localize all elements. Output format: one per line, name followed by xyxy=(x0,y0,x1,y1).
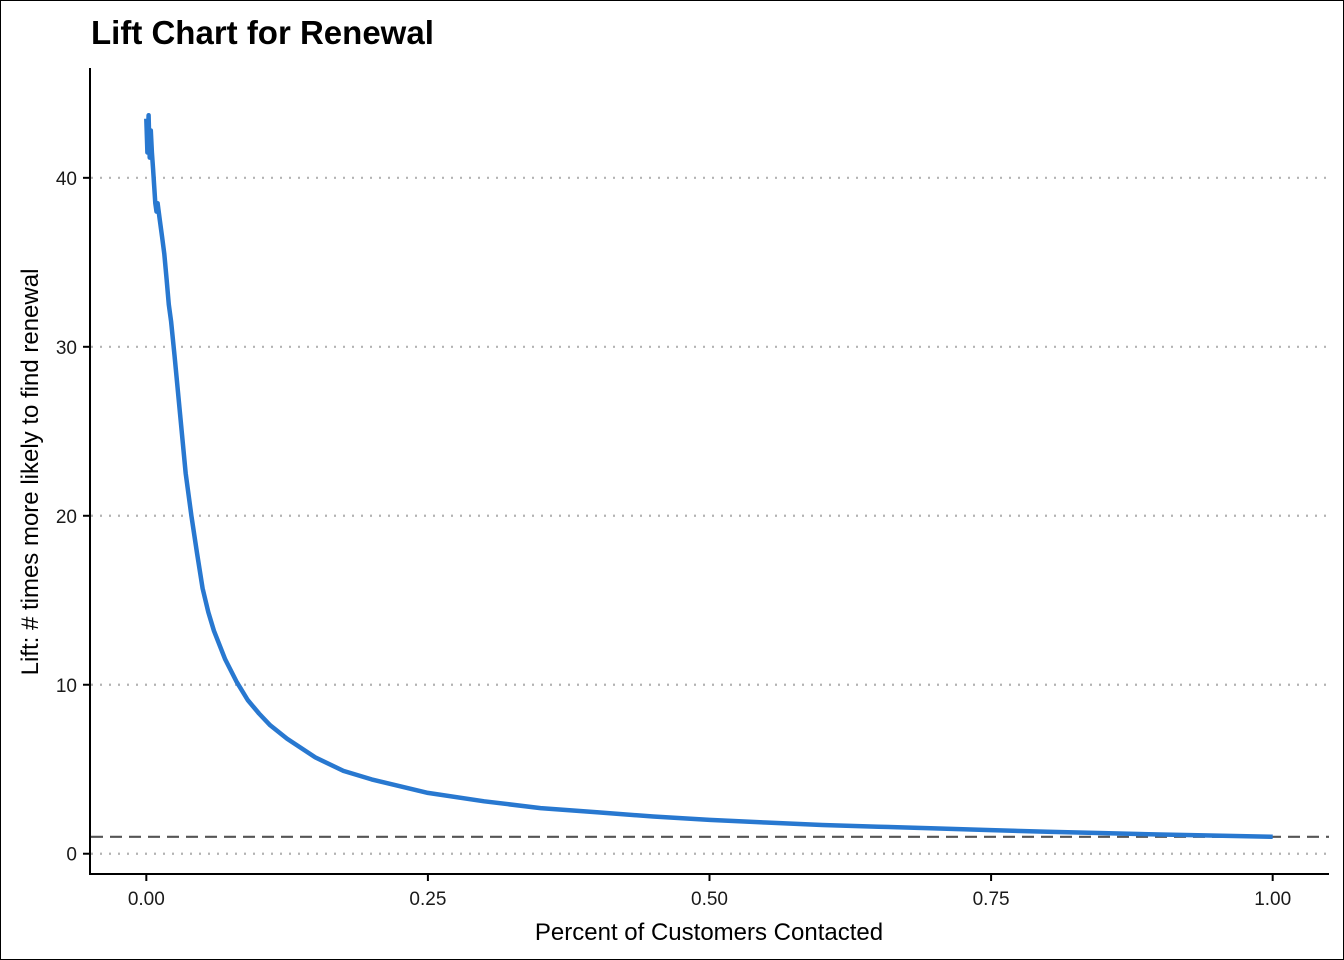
y-tick-label-1: 10 xyxy=(56,676,77,697)
x-tick-label-0: 0.00 xyxy=(128,889,165,910)
x-axis-title: Percent of Customers Contacted xyxy=(535,919,883,946)
y-tick-label-4: 40 xyxy=(56,169,77,190)
x-tick-label-1: 0.25 xyxy=(409,889,446,910)
x-tick-label-2: 0.50 xyxy=(691,889,728,910)
x-axis-ticks: 0.00 0.25 0.50 0.75 1.00 xyxy=(128,874,1291,910)
x-tick-label-4: 1.00 xyxy=(1254,889,1291,910)
y-axis-title: Lift: # times more likely to find renewa… xyxy=(17,269,44,676)
gridlines xyxy=(91,176,1329,855)
chart-title: Lift Chart for Renewal xyxy=(91,14,434,51)
x-tick-label-3: 0.75 xyxy=(973,889,1010,910)
y-tick-label-2: 20 xyxy=(56,507,77,528)
lift-series-line-0 xyxy=(144,113,1273,840)
y-axis-ticks: 0 10 20 30 40 xyxy=(56,169,90,866)
y-tick-label-3: 30 xyxy=(56,338,77,359)
y-tick-label-0: 0 xyxy=(66,845,77,866)
series-layer xyxy=(144,113,1273,840)
